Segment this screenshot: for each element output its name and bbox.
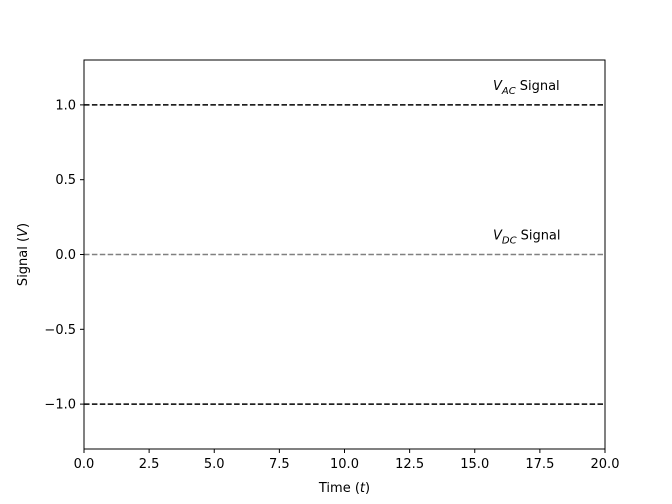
plot-frame: [83, 59, 606, 450]
x-tick-label: 15.0: [460, 457, 489, 472]
x-axis-ticks: 0.0 2.5 5.0 7.5 10.0 12.5 15.0 17.5 20.0: [74, 449, 620, 472]
y-axis-label: Signal (V): [16, 223, 31, 286]
x-tick-label: 5.0: [204, 457, 225, 472]
series-layer: [84, 104, 605, 405]
x-tick-label: 10.0: [330, 457, 359, 472]
annotation-ac-signal: VAC Signal: [493, 79, 560, 97]
x-axis-label: Time (t): [318, 481, 370, 496]
y-tick-label: −0.5: [44, 323, 76, 338]
y-tick-label: −1.0: [44, 398, 76, 413]
annotation-dc-signal: VDC Signal: [493, 229, 561, 247]
y-axis-ticks: −1.0 −0.5 0.0 0.5 1.0: [44, 98, 84, 413]
x-tick-label: 17.5: [525, 457, 554, 472]
y-tick-label: 0.0: [55, 248, 76, 263]
x-tick-label: 0.0: [74, 457, 95, 472]
x-tick-label: 7.5: [269, 457, 290, 472]
x-tick-label: 20.0: [591, 457, 620, 472]
y-tick-label: 1.0: [55, 98, 76, 113]
x-tick-label: 2.5: [139, 457, 160, 472]
y-tick-label: 0.5: [55, 173, 76, 188]
annotations: VAC Signal VDC Signal: [493, 79, 561, 247]
x-tick-label: 12.5: [395, 457, 424, 472]
